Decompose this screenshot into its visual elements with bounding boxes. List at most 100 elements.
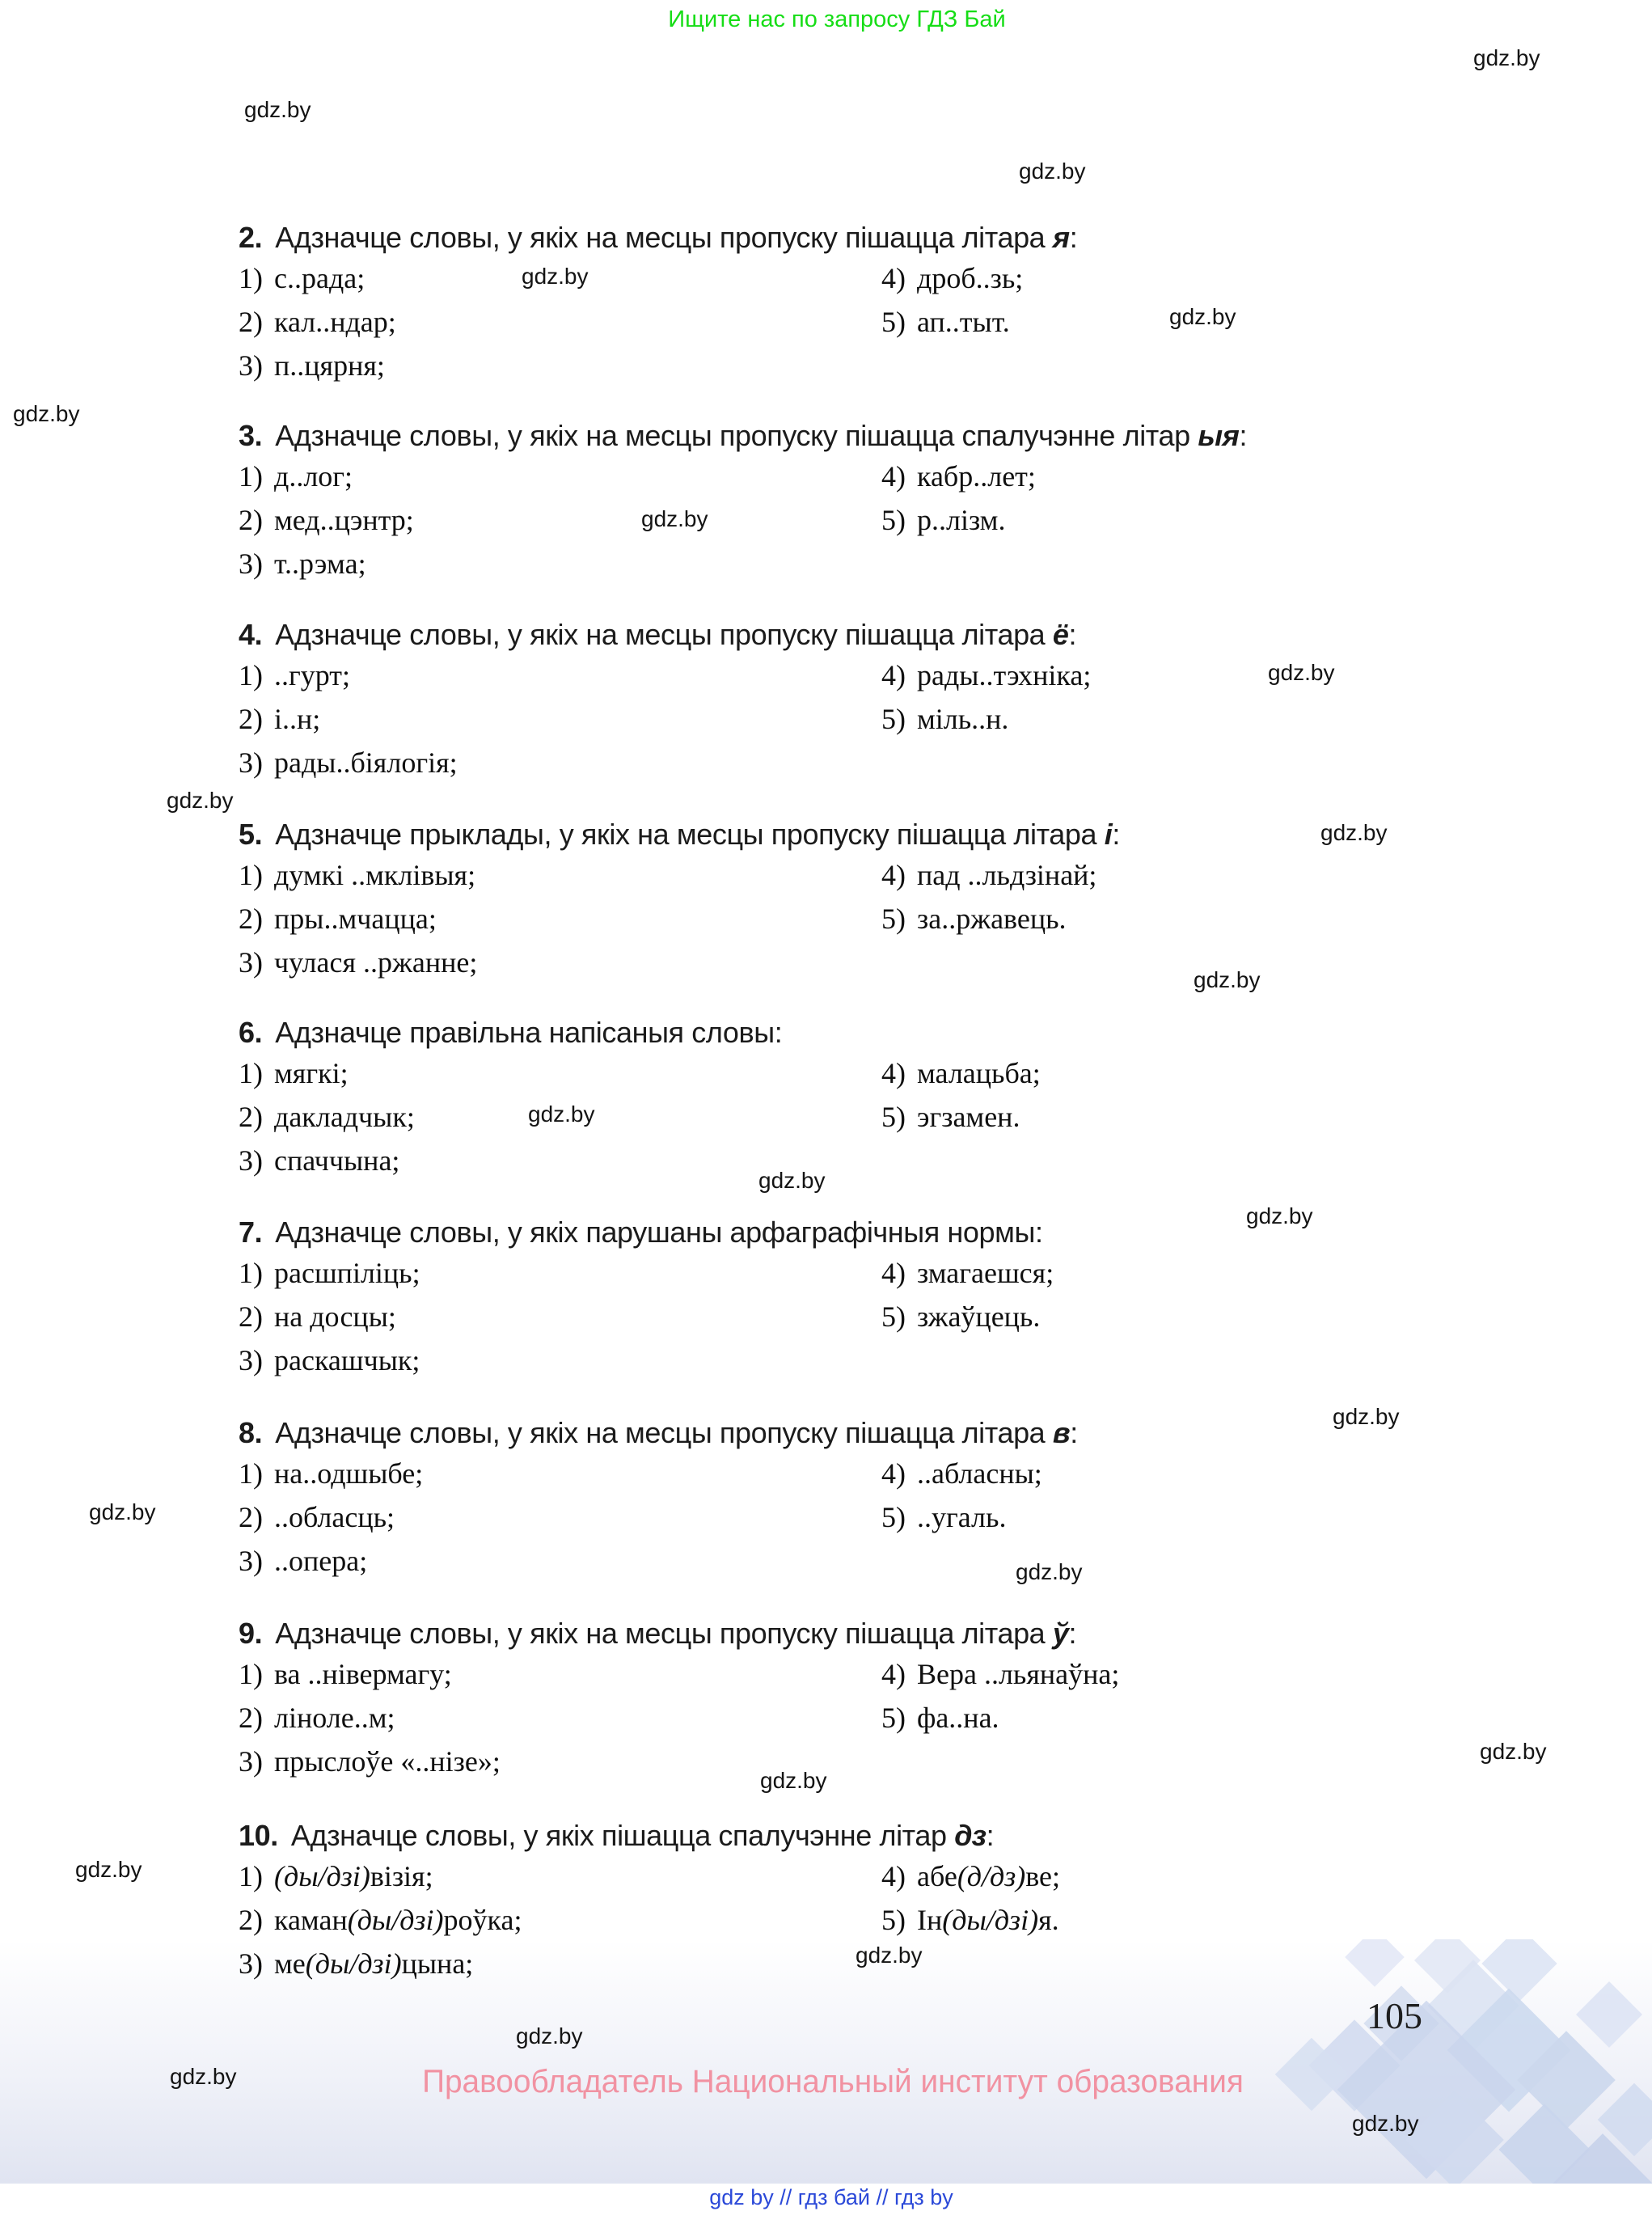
item-number: 2) — [239, 1501, 263, 1533]
exercise-item: 4) Вера ..льянаўна; — [881, 1658, 1120, 1690]
prompt-colon: : — [774, 1016, 783, 1049]
exercise-item: 2) кал..ндар; — [239, 306, 396, 338]
exercise-prompt: 7. Адзначце словы, у якіх парушаны арфагр… — [239, 1215, 1043, 1250]
exercise-item: 5) ..угаль. — [881, 1501, 1007, 1533]
exercise-item: 5) за..ржавець. — [881, 903, 1067, 935]
exercise-prompt-text: Адзначце словы, у якіх парушаны арфаграф… — [275, 1216, 1035, 1249]
gdz-watermark: gdz.by — [1246, 1203, 1313, 1228]
exercise-prompt: 3. Адзначце словы, у якіх на месцы пропус… — [239, 418, 1247, 454]
exercise-item: 1) думкі ..мклівыя; — [239, 859, 476, 891]
item-number: 5) — [881, 703, 906, 735]
exercise-item: 4) кабр..лет; — [881, 460, 1036, 493]
exercise-item: 5) міль..н. — [881, 703, 1009, 735]
exercise-item: 1) расшпіліць; — [239, 1257, 420, 1289]
prompt-colon: : — [1034, 1216, 1043, 1249]
exercise-number: 9. — [239, 1617, 263, 1650]
item-number: 3) — [239, 946, 263, 979]
exercise-item: 3) раскашчык; — [239, 1344, 420, 1376]
exercise-item: 4) дроб..зь; — [881, 262, 1024, 294]
gdz-watermark: gdz.by — [1268, 660, 1335, 685]
page-number: 105 — [1367, 1995, 1422, 2036]
item-number: 2) — [239, 306, 263, 338]
highlighted-letter: ыя — [1198, 419, 1240, 452]
exercise-item: 2) мед..цэнтр; — [239, 504, 414, 536]
italic-variant-segment: (ды/дзі) — [942, 1904, 1039, 1936]
exercise-item: 1) д..лог; — [239, 460, 353, 493]
exercise-item: 4) ..абласны; — [881, 1457, 1042, 1490]
exercise-item: 3) чулася ..ржанне; — [239, 946, 478, 979]
prompt-colon: : — [1068, 1617, 1077, 1650]
gdz-watermark: gdz.by — [167, 788, 234, 813]
item-number: 1) — [239, 1257, 263, 1289]
exercise-item: 4) пад ..льдзінай; — [881, 859, 1097, 891]
gdz-watermark: gdz.by — [1473, 45, 1540, 70]
italic-variant-segment: (ды/дзі) — [305, 1947, 402, 1980]
item-number: 1) — [239, 262, 263, 294]
item-number: 1) — [239, 859, 263, 891]
item-number: 5) — [881, 903, 906, 935]
gdz-watermark: gdz.by — [758, 1168, 826, 1193]
item-number: 3) — [239, 1545, 263, 1577]
exercise-prompt-text: Адзначце прыклады, у якіх на месцы пропу… — [275, 818, 1105, 851]
exercise-item: 3) п..цярня; — [239, 349, 385, 382]
exercise-prompt: 6. Адзначце правільна напісаныя словы: — [239, 1015, 783, 1051]
item-number: 1) — [239, 1057, 263, 1089]
exercise-item: 3) спаччына; — [239, 1144, 400, 1177]
exercise-prompt-text: Адзначце словы, у якіх на месцы пропуску… — [275, 1617, 1053, 1650]
exercise-item: 5) зжаўцець. — [881, 1300, 1041, 1333]
highlighted-letter: дз — [954, 1819, 987, 1852]
item-number: 4) — [881, 1860, 906, 1892]
gdz-watermark: gdz.by — [641, 506, 708, 531]
exercise-prompt-text: Адзначце словы, у якіх на месцы пропуску… — [275, 618, 1053, 651]
gdz-watermark: gdz.by — [1016, 1559, 1083, 1584]
highlighted-letter: ё — [1052, 618, 1069, 651]
item-number: 3) — [239, 548, 263, 580]
copyright-notice: Правообладатель Национальный институт об… — [422, 2064, 1244, 2099]
exercise-item: 2) дакладчык; — [239, 1101, 415, 1133]
item-number: 2) — [239, 1300, 263, 1333]
exercise-number: 3. — [239, 419, 263, 452]
item-number: 3) — [239, 1344, 263, 1376]
item-number: 5) — [881, 306, 906, 338]
item-number: 1) — [239, 460, 263, 493]
diamond-decoration — [1575, 1981, 1643, 2049]
exercise-item: 5) р..лізм. — [881, 504, 1006, 536]
item-number: 5) — [881, 1501, 906, 1533]
exercise-item: 3) т..рэма; — [239, 548, 366, 580]
gdz-watermark: gdz.by — [1169, 304, 1236, 329]
gdz-watermark: gdz.by — [1194, 967, 1261, 992]
exercise-number: 6. — [239, 1016, 263, 1049]
exercise-item: 3) ме(ды/дзі)цына; — [239, 1947, 474, 1980]
item-number: 4) — [881, 1658, 906, 1690]
prompt-colon: : — [1070, 1416, 1078, 1449]
exercise-number: 8. — [239, 1416, 263, 1449]
italic-variant-segment: (ды/дзі) — [274, 1860, 370, 1892]
item-number: 1) — [239, 1457, 263, 1490]
exercise-item: 4) змагаешся; — [881, 1257, 1054, 1289]
highlighted-letter: і — [1104, 818, 1113, 851]
exercise-number: 7. — [239, 1216, 263, 1249]
item-number: 2) — [239, 903, 263, 935]
item-number: 4) — [881, 1257, 906, 1289]
item-number: 4) — [881, 262, 906, 294]
exercise-item: 2) ..обласць; — [239, 1501, 395, 1533]
exercise-item: 1) с..рада; — [239, 262, 365, 294]
item-number: 1) — [239, 1860, 263, 1892]
gdz-watermark: gdz.by — [1320, 820, 1388, 845]
item-number: 1) — [239, 1658, 263, 1690]
highlighted-letter: я — [1052, 221, 1070, 254]
gdz-watermark: gdz.by — [528, 1101, 595, 1127]
footer-gradient-band — [0, 1939, 1652, 2184]
highlighted-letter: ў — [1052, 1617, 1069, 1650]
exercise-item: 2) пры..мчацца; — [239, 903, 437, 935]
item-number: 3) — [239, 1144, 263, 1177]
exercise-item: 3) ..опера; — [239, 1545, 368, 1577]
highlighted-letter: в — [1052, 1416, 1071, 1449]
item-number: 2) — [239, 1904, 263, 1936]
item-number: 2) — [239, 1101, 263, 1133]
gdz-watermark: gdz.by — [170, 2064, 237, 2089]
exercise-item: 5) эгзамен. — [881, 1101, 1020, 1133]
exercise-prompt-text: Адзначце словы, у якіх на месцы пропуску… — [275, 1416, 1053, 1449]
exercise-item: 1) мягкі; — [239, 1057, 349, 1089]
